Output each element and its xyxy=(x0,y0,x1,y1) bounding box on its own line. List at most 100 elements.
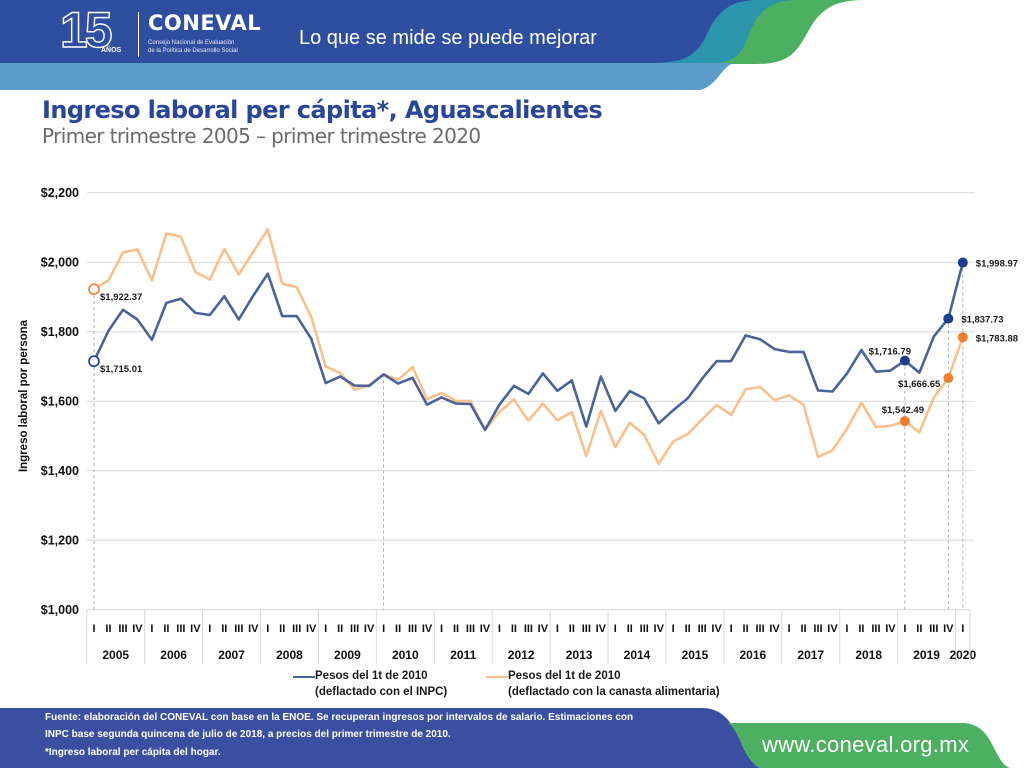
anniversary-logo-number: 15 xyxy=(59,1,113,58)
footer-url-band xyxy=(728,723,1010,768)
header-band-light xyxy=(0,63,734,90)
x-year-label: 2010 xyxy=(392,648,419,662)
x-quarter-label: III xyxy=(582,623,591,635)
x-year-label: 2015 xyxy=(682,648,709,662)
x-quarter-label: IV xyxy=(364,623,375,635)
data-label: $1,837.73 xyxy=(961,315,1003,326)
source-note-line1: Fuente: elaboración del CONEVAL con base… xyxy=(45,712,634,723)
footer-band xyxy=(0,708,760,768)
x-quarter-label: II xyxy=(858,623,864,635)
x-year-label: 2018 xyxy=(855,648,882,662)
x-year-label: 2008 xyxy=(276,648,303,662)
x-year-label: 2007 xyxy=(218,648,245,662)
x-quarter-label: I xyxy=(150,623,153,635)
x-year-label: 2017 xyxy=(797,648,824,662)
x-quarter-label: III xyxy=(871,623,880,635)
y-tick-label: $1,000 xyxy=(41,603,79,617)
x-quarter-label: III xyxy=(292,623,301,635)
x-quarter-label: III xyxy=(524,623,533,635)
x-quarter-label: IV xyxy=(769,623,780,635)
x-year-label: 2006 xyxy=(160,648,187,662)
x-year-label: 2013 xyxy=(566,648,593,662)
x-quarter-label: III xyxy=(698,623,707,635)
data-point-marker xyxy=(899,416,910,427)
footnote: *Ingreso laboral per cápita del hogar. xyxy=(45,747,221,758)
x-year-label: 2020 xyxy=(949,648,976,662)
x-quarter-label: I xyxy=(845,623,848,635)
data-label: $1,716.79 xyxy=(869,347,911,358)
coneval-fullname-line1: Consejo Nacional de Evaluación xyxy=(148,40,235,46)
x-quarter-label: I xyxy=(788,623,791,635)
y-tick-label: $1,600 xyxy=(41,395,79,409)
x-year-label: 2005 xyxy=(102,648,129,662)
data-label: $1,783.88 xyxy=(976,333,1018,344)
data-point-marker xyxy=(957,332,968,343)
legend-item-inpc: Pesos del 1t de 2010 (deflactado con el … xyxy=(293,668,447,700)
x-quarter-label: IV xyxy=(538,623,549,635)
x-quarter-label: I xyxy=(440,623,443,635)
x-quarter-label: III xyxy=(755,623,764,635)
website-link[interactable]: www.coneval.org.mx xyxy=(762,732,970,757)
x-year-label: 2009 xyxy=(334,648,361,662)
x-quarter-label: IV xyxy=(596,623,607,635)
data-label: $1,542.49 xyxy=(882,405,924,416)
y-tick-label: $1,400 xyxy=(41,464,79,478)
x-quarter-label: II xyxy=(221,623,227,635)
legend-label-line2: (deflactado con la canasta alimentaria) xyxy=(508,686,720,698)
x-quarter-label: IV xyxy=(885,623,896,635)
x-quarter-label: I xyxy=(266,623,269,635)
x-quarter-label: II xyxy=(163,623,169,635)
legend-label-inpc: Pesos del 1t de 2010 (deflactado con el … xyxy=(315,668,447,700)
y-tick-label: $2,000 xyxy=(41,256,79,270)
x-quarter-label: IV xyxy=(943,623,954,635)
x-quarter-label: III xyxy=(350,623,359,635)
x-quarter-label: I xyxy=(498,623,501,635)
x-quarter-label: III xyxy=(408,623,417,635)
x-quarter-label: II xyxy=(511,623,517,635)
x-quarter-label: II xyxy=(279,623,285,635)
page-title: Ingreso laboral per cápita*, Aguascalien… xyxy=(42,96,603,124)
x-quarter-label: IV xyxy=(132,623,143,635)
legend-swatch-inpc xyxy=(293,676,315,678)
logo-divider xyxy=(138,12,139,57)
legend-label-line1: Pesos del 1t de 2010 xyxy=(315,670,428,682)
x-quarter-label: IV xyxy=(248,623,259,635)
x-year-label: 2019 xyxy=(913,648,940,662)
y-tick-label: $1,800 xyxy=(41,325,79,339)
source-note-line2: INPC base segunda quincena de julio de 2… xyxy=(45,729,451,740)
legend-label-line2: (deflactado con el INPC) xyxy=(315,686,448,698)
header-tagline: Lo que se mide se puede mejorar xyxy=(299,27,597,49)
header-background xyxy=(0,0,864,90)
line-chart: $1,000 $1,200 $1,400 $1,600 $1,800 $2,000 $2,2… xyxy=(41,186,1018,664)
legend-swatch-canasta xyxy=(486,676,508,678)
data-point-marker xyxy=(88,283,100,295)
x-quarter-label: II xyxy=(743,623,749,635)
x-quarter-label: I xyxy=(208,623,211,635)
x-quarter-label: I xyxy=(324,623,327,635)
x-year-label: 2014 xyxy=(624,648,651,662)
x-year-label: 2012 xyxy=(508,648,535,662)
x-quarter-label: IV xyxy=(654,623,665,635)
x-quarter-label: III xyxy=(929,623,938,635)
series-line-inpc xyxy=(92,262,965,432)
x-quarter-label: I xyxy=(92,623,95,635)
coneval-fullname-line2: de la Política de Desarrollo Social xyxy=(148,48,238,54)
data-point-marker xyxy=(957,257,968,268)
legend-label-canasta: Pesos del 1t de 2010 (deflactado con la … xyxy=(508,668,720,700)
x-quarter-label: II xyxy=(105,623,111,635)
x-quarter-label: III xyxy=(234,623,243,635)
x-quarter-label: IV xyxy=(422,623,433,635)
footer-background xyxy=(0,708,1010,768)
x-quarter-label: II xyxy=(453,623,459,635)
x-quarter-label: I xyxy=(961,623,964,635)
legend-label-line1: Pesos del 1t de 2010 xyxy=(508,670,621,682)
legend-item-canasta: Pesos del 1t de 2010 (deflactado con la … xyxy=(486,668,720,700)
x-quarter-label: II xyxy=(569,623,575,635)
x-quarter-label: I xyxy=(556,623,559,635)
x-quarter-label: IV xyxy=(711,623,722,635)
x-quarter-label: I xyxy=(903,623,906,635)
series-line-canasta xyxy=(93,227,965,466)
x-quarter-label: III xyxy=(640,623,649,635)
x-quarter-label: I xyxy=(730,623,733,635)
data-point-marker xyxy=(899,355,910,366)
